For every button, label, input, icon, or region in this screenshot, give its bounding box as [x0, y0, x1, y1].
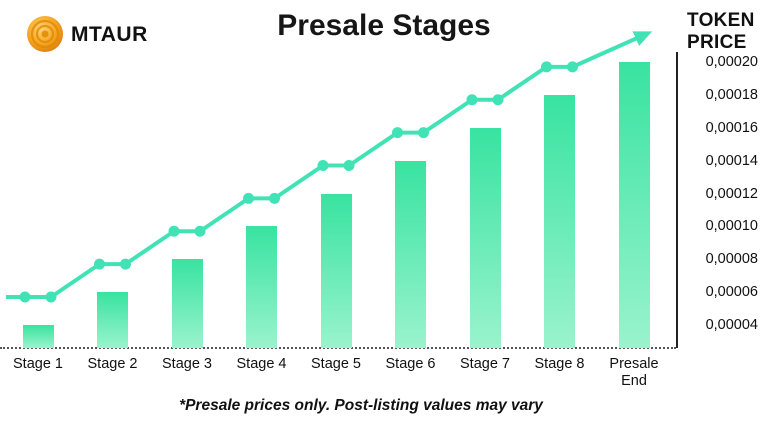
bar-stage-3 [171, 259, 203, 348]
y-axis-title-line1: TOKEN [687, 10, 755, 31]
y-axis-line [676, 52, 678, 348]
x-tick-label: Stage 3 [162, 356, 212, 372]
bar-stage-5 [320, 193, 352, 348]
x-tick-label: Stage 5 [311, 356, 361, 372]
x-tick-label: Stage 4 [236, 356, 287, 372]
trend-dot [418, 127, 429, 139]
x-tick-label: Stage 6 [385, 356, 436, 372]
bar-stage-1 [22, 325, 54, 348]
y-axis-title-line2: PRICE [687, 31, 747, 53]
bar-stage-2 [97, 292, 128, 348]
y-tick-label: 0,00004 [705, 317, 758, 333]
x-tick-label: Stage 7 [460, 356, 510, 372]
y-axis-title: TOKEN PRICE [687, 10, 755, 53]
trend-dot [317, 160, 329, 171]
mtaur-logo-icon [26, 15, 64, 53]
trend-dot [19, 291, 31, 303]
trend-dot [466, 94, 478, 106]
bar-stage-7 [469, 127, 501, 348]
trend-dot [168, 225, 180, 237]
trend-dot [120, 258, 131, 270]
bar-stage-4 [246, 226, 277, 348]
trend-dot [243, 192, 254, 204]
x-tick-label: Stage 2 [87, 356, 138, 372]
bar-stage-8 [544, 94, 575, 348]
y-tick-label: 0,00006 [705, 284, 758, 301]
trend-dot [45, 291, 57, 303]
brand-name: MTAUR [71, 23, 148, 46]
x-axis-line [0, 347, 676, 349]
chart-title: Presale Stages [277, 9, 491, 42]
x-tick-label: Stage 1 [13, 356, 63, 372]
x-tick-label: Stage 8 [534, 356, 585, 372]
y-tick-label: 0,00016 [705, 119, 758, 136]
disclaimer-note: *Presale prices only. Post-listing value… [179, 397, 543, 414]
trend-dot [541, 61, 552, 73]
y-tick-label: 0,00014 [705, 152, 758, 169]
y-tick-label: 0,00018 [705, 86, 758, 103]
y-tick-label: 0,00012 [705, 185, 758, 202]
y-tick-label: 0,00010 [705, 218, 758, 235]
bar-stage-6 [395, 160, 426, 348]
trend-dot [194, 225, 206, 237]
bar-presale-end [618, 62, 650, 348]
trend-dot [269, 192, 280, 204]
y-tick-label: 0,00008 [705, 251, 758, 268]
x-tick-label: Presale End [609, 356, 659, 389]
trend-dot [343, 160, 355, 171]
trend-dot [94, 258, 105, 270]
trend-dot [392, 127, 403, 139]
y-tick-label: 0,00020 [705, 54, 758, 70]
trend-dot [492, 94, 504, 106]
trend-dot [567, 61, 578, 73]
